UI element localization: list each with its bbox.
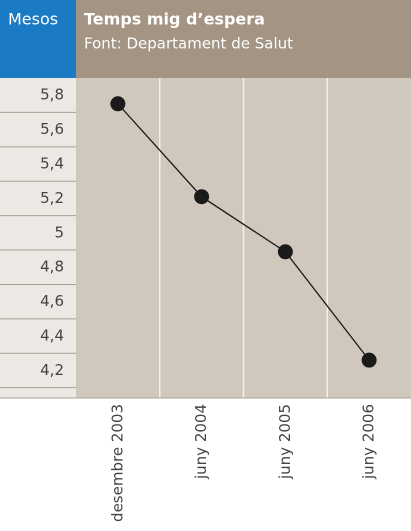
y-tick-label: 4,6 <box>40 292 64 310</box>
y-tick-label: 4,4 <box>40 327 64 345</box>
chart-subtitle: Font: Departament de Salut <box>84 35 293 53</box>
x-tick-label: desembre 2003 <box>108 404 126 522</box>
y-axis-label: Mesos <box>8 10 58 29</box>
data-point <box>361 352 377 368</box>
x-tick-label: juny 2006 <box>360 404 378 480</box>
y-tick-label: 5 <box>54 223 64 241</box>
chart-title: Temps mig d’espera <box>84 10 265 29</box>
data-point <box>194 189 210 205</box>
x-tick-label: juny 2005 <box>276 404 294 480</box>
y-label-box <box>0 0 76 78</box>
x-tick-label: juny 2004 <box>192 404 210 480</box>
y-tick-label: 5,2 <box>40 189 64 207</box>
y-tick-label: 5,6 <box>40 120 64 138</box>
y-tick-label: 5,4 <box>40 155 64 173</box>
tick-column <box>0 78 76 398</box>
y-tick-label: 4,2 <box>40 361 64 379</box>
data-point <box>277 244 293 260</box>
header-box <box>76 0 411 78</box>
y-tick-label: 5,8 <box>40 86 64 104</box>
data-point <box>110 96 126 112</box>
y-tick-label: 4,8 <box>40 258 64 276</box>
data-line <box>117 103 370 361</box>
